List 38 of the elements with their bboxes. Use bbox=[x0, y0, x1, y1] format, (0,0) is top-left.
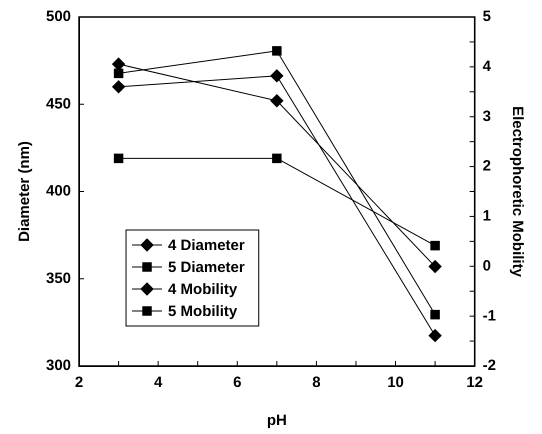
point bbox=[112, 80, 126, 94]
y-tick-label: 400 bbox=[46, 182, 72, 200]
legend-label: 5 Mobility bbox=[168, 303, 238, 320]
y2-axis-title: Electrophoretic Mobility bbox=[508, 106, 526, 278]
y2-tick-label: -1 bbox=[482, 307, 496, 324]
y-tick-label: 500 bbox=[46, 8, 72, 26]
point bbox=[430, 240, 440, 250]
y2-tick-label: 3 bbox=[482, 108, 492, 125]
x-axis-title: pH bbox=[266, 412, 287, 430]
y-tick-label: 300 bbox=[46, 357, 72, 374]
y2-tick-label: 0 bbox=[482, 257, 492, 274]
point bbox=[270, 94, 284, 108]
point bbox=[272, 154, 282, 164]
point bbox=[272, 46, 282, 56]
legend-label: 4 Diameter bbox=[168, 237, 245, 254]
y2-tick-label: 4 bbox=[482, 58, 492, 75]
y-axis-title: Diameter (nm) bbox=[16, 141, 34, 242]
x-tick-label: 4 bbox=[154, 374, 163, 392]
x-tick-label: 2 bbox=[74, 374, 84, 392]
point bbox=[114, 154, 124, 164]
point bbox=[112, 58, 126, 71]
point bbox=[114, 68, 124, 78]
y2-tick-label: 1 bbox=[482, 208, 492, 225]
x-tick-label: 12 bbox=[466, 374, 484, 392]
x-tick-label: 10 bbox=[387, 374, 404, 392]
legend-label: 4 Mobility bbox=[168, 281, 238, 298]
point bbox=[430, 310, 440, 320]
y2-tick-label: 5 bbox=[482, 8, 492, 26]
y2-tick-label: -2 bbox=[482, 357, 496, 374]
y2-tick-label: 2 bbox=[482, 158, 492, 175]
point bbox=[270, 69, 284, 82]
y-tick-label: 450 bbox=[46, 95, 72, 112]
point bbox=[428, 329, 442, 342]
y-tick-label: 350 bbox=[46, 270, 72, 287]
x-tick-label: 6 bbox=[233, 374, 242, 392]
x-tick-label: 8 bbox=[312, 374, 321, 392]
legend-label: 5 Diameter bbox=[168, 259, 245, 276]
point bbox=[428, 260, 442, 274]
